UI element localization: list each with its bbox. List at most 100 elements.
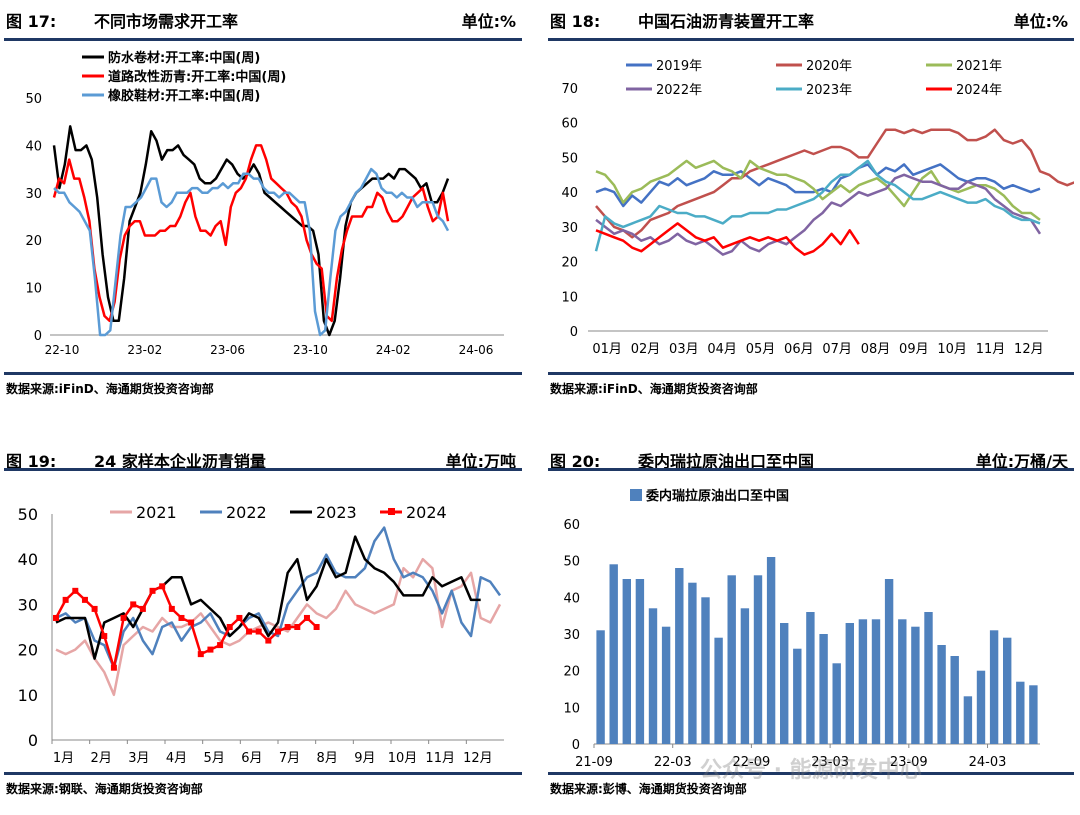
bar [793, 648, 802, 744]
panel-fig20: 图 20: 委内瑞拉原油出口至中国 单位:万桶/天 0 10 20 30 40 50 60 委… [548, 440, 1074, 812]
bar [911, 626, 920, 744]
legend-label: 2023 [316, 503, 357, 522]
data-point [139, 605, 146, 612]
x-tick-label: 5月 [204, 751, 225, 766]
y-tick-label: 30 [18, 595, 38, 614]
series-line-4 [594, 159, 1041, 252]
legend-label: 道路改性沥青:开工率:中国(周) [108, 69, 286, 85]
bar [648, 608, 658, 744]
figure-unit: 单位:万桶/天 [975, 452, 1068, 471]
y-tick-label: 50 [18, 505, 38, 524]
bar [924, 612, 933, 744]
x-tick-label: 22-03 [654, 755, 692, 770]
footer-rule [548, 372, 1074, 375]
data-point [236, 614, 243, 621]
bar [976, 670, 986, 744]
bar [819, 634, 828, 744]
bar [675, 568, 684, 744]
data-point [303, 614, 310, 621]
bar [950, 656, 959, 744]
x-tick-label: 1月 [53, 751, 74, 766]
chart-fig19: 0 10 20 30 40 50 1月 2月 3月 4月 5月 6月 7月 8月 9月 10月 11月 12月 20… [18, 503, 504, 766]
x-tick-label: 02月 [631, 342, 661, 357]
legend-label: 橡胶鞋材:开工率:中国(周) [108, 88, 260, 104]
series-line-5 [595, 222, 860, 256]
series-line-0 [55, 557, 502, 697]
x-tick-label: 8月 [317, 751, 338, 766]
figure-title: 24 家样本企业沥青销量 [94, 452, 266, 471]
legend-label: 2019年 [656, 59, 702, 74]
figure-unit: 单位:% [1013, 12, 1068, 31]
figure-unit: 单位:% [461, 12, 516, 31]
bar [989, 630, 999, 744]
x-tick-label: 07月 [822, 342, 852, 357]
data-point [188, 619, 195, 626]
figure-source: 数据来源:钢联、海通期货投资咨询部 [6, 782, 203, 796]
bar [596, 630, 605, 744]
y-tick-label: 30 [561, 221, 578, 236]
legend-label: 2020年 [806, 59, 852, 74]
x-tick-label: 23-03 [811, 755, 849, 770]
x-tick-label: 22-09 [733, 755, 771, 770]
data-point [246, 628, 253, 635]
y-tick-label: 10 [18, 686, 38, 705]
y-tick-label: 0 [572, 738, 580, 753]
data-point [72, 587, 79, 594]
panel-fig18: 图 18: 中国石油沥青装置开工率 单位:% 0 10 20 30 40 50 60 70 01… [548, 0, 1074, 400]
footer-rule [4, 772, 522, 775]
bar [832, 663, 841, 744]
legend-label: 2022年 [656, 83, 702, 98]
header-rule [4, 468, 522, 471]
bar [1016, 681, 1025, 744]
x-tick-label: 23-02 [127, 343, 162, 357]
y-tick-label: 20 [563, 665, 580, 680]
x-tick-label: 21-09 [575, 755, 613, 770]
bar [1029, 685, 1038, 744]
panel-fig17: 图 17: 不同市场需求开工率 单位:% 0 10 20 30 40 50 22-10 23-… [4, 0, 522, 400]
series-line-1 [595, 128, 1074, 239]
y-tick-label: 70 [561, 82, 578, 97]
header-rule [548, 38, 1074, 41]
legend-label: 2021 [136, 503, 177, 522]
bar [727, 575, 736, 744]
footer-rule [548, 772, 1074, 775]
y-tick-label: 0 [28, 731, 38, 750]
y-tick-label: 0 [570, 325, 578, 340]
legend-label: 2024 [406, 503, 447, 522]
series-line-2 [53, 167, 450, 337]
bar [609, 564, 618, 744]
figure-title: 中国石油沥青装置开工率 [638, 12, 815, 31]
bar [858, 619, 868, 744]
header-rule [548, 468, 1074, 471]
figure-number: 图 19: [6, 452, 57, 471]
legend-label: 防水卷材:开工率:中国(周) [108, 50, 260, 66]
chart-fig17: 0 10 20 30 40 50 22-10 23-02 23-06 23-10 24-02 24-0… [25, 50, 504, 357]
series-line-1 [52, 144, 450, 323]
x-tick-label: 24-06 [459, 343, 494, 357]
figure-number: 图 17: [6, 12, 57, 31]
figure-unit: 单位:万吨 [445, 452, 516, 471]
bar [688, 582, 697, 744]
bar [661, 626, 671, 744]
bar [963, 696, 973, 744]
x-tick-label: 10月 [388, 751, 418, 766]
x-tick-label: 03月 [669, 342, 699, 357]
figure-source: 数据来源:iFinD、海通期货投资咨询部 [6, 382, 214, 396]
y-tick-label: 0 [34, 329, 42, 344]
header-rule [4, 38, 522, 41]
series-line-2 [55, 535, 481, 660]
footer-rule [4, 372, 522, 375]
chart-fig20: 0 10 20 30 40 50 60 委内瑞拉原油出口至中国 21-09 22-03 22-09 2… [563, 488, 1040, 770]
x-tick-label: 6月 [241, 751, 262, 766]
bar [845, 623, 854, 744]
y-tick-label: 40 [563, 591, 580, 606]
x-tick-label: 23-10 [293, 343, 328, 357]
y-tick-label: 20 [18, 641, 38, 660]
x-tick-label: 06月 [784, 342, 814, 357]
x-tick-label: 24-03 [969, 755, 1007, 770]
data-point [197, 651, 204, 658]
series-line-0 [595, 163, 1041, 208]
data-point [110, 664, 117, 671]
y-tick-label: 30 [563, 628, 580, 643]
y-tick-label: 40 [25, 139, 42, 154]
